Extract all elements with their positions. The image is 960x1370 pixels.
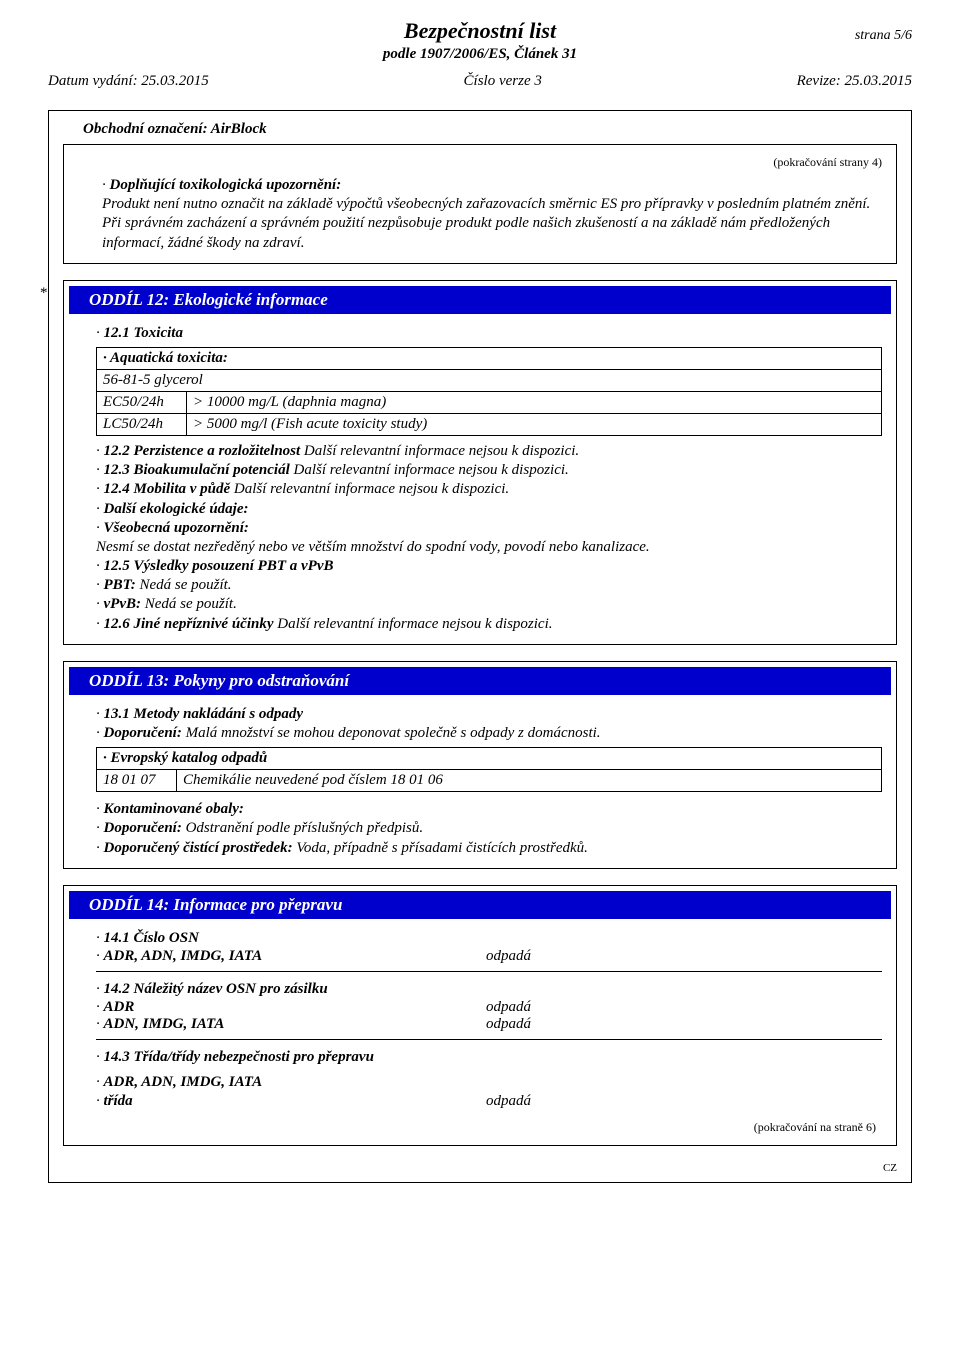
- trade-name: Obchodní označení: AirBlock: [83, 121, 911, 138]
- aquatic-toxicity-table: · Aquatická toxicita: 56-81-5 glycerol E…: [96, 347, 882, 436]
- waste-desc: Chemikálie neuvedené pod číslem 18 01 06: [177, 770, 881, 791]
- section-14: ODDÍL 14: Informace pro přepravu · 14.1 …: [63, 885, 897, 1146]
- contam-label: Kontaminované obaly:: [104, 801, 244, 817]
- s12-3-text: Další relevantní informace nejsou k disp…: [290, 462, 569, 478]
- s12-6-text: Další relevantní informace nejsou k disp…: [274, 616, 553, 632]
- subtitle: podle 1907/2006/ES, Článek 31: [0, 46, 960, 63]
- header-row: Datum vydání: 25.03.2015 Číslo verze 3 R…: [0, 73, 960, 90]
- s12-1: 12.1 Toxicita: [104, 325, 183, 341]
- table-row: · třída odpadá: [96, 1093, 882, 1110]
- vpvb-text: Nedá se použít.: [141, 596, 237, 612]
- revision-date: Revize: 25.03.2015: [797, 73, 912, 90]
- clean-label: Doporučený čistící prostředek:: [104, 840, 293, 856]
- tox-p1: Produkt není nutno označit na základě vý…: [102, 196, 870, 212]
- section-13: ODDÍL 13: Pokyny pro odstraňování · 13.1…: [63, 661, 897, 869]
- s12-3-label: 12.3 Bioakumulační potenciál: [104, 462, 290, 478]
- divider: [96, 1039, 882, 1040]
- hazard-class-modes: ADR, ADN, IMDG, IATA: [104, 1074, 263, 1090]
- gen-warn-label: Všeobecná upozornění:: [104, 520, 249, 536]
- page-number: strana 5/6: [855, 28, 912, 44]
- ec50-label: EC50/24h: [97, 392, 187, 413]
- table-row: EC50/24h > 10000 mg/L (daphnia magna): [97, 392, 881, 414]
- un-number-value: odpadá: [486, 948, 882, 965]
- issue-date: Datum vydání: 25.03.2015: [48, 73, 209, 90]
- s13-rec2-text: Odstranění podle příslušných předpisů.: [182, 820, 423, 836]
- s12-2-label: 12.2 Perzistence a rozložitelnost: [104, 443, 301, 459]
- s14-2: 14.2 Náležitý název OSN pro zásilku: [104, 981, 328, 997]
- clean-text: Voda, případně s přísadami čistících pro…: [293, 840, 588, 856]
- s13-rec2-label: Doporučení:: [104, 820, 182, 836]
- s12-4-text: Další relevantní informace nejsou k disp…: [230, 481, 509, 497]
- table-row: LC50/24h > 5000 mg/l (Fish acute toxicit…: [97, 414, 881, 435]
- table-row: 18 01 07 Chemikálie neuvedené pod číslem…: [97, 770, 881, 791]
- section-13-header: ODDÍL 13: Pokyny pro odstraňování: [69, 667, 891, 695]
- pbt-text: Nedá se použít.: [136, 577, 232, 593]
- glycerol-row: 56-81-5 glycerol: [97, 370, 881, 392]
- tox-info: · Doplňující toxikologická upozornění: P…: [102, 176, 882, 253]
- adr-value: odpadá: [486, 999, 882, 1016]
- class-label: třída: [104, 1093, 133, 1109]
- divider: [96, 971, 882, 972]
- section-14-header: ODDÍL 14: Informace pro přepravu: [69, 891, 891, 919]
- country-code: CZ: [49, 1162, 911, 1174]
- s12-5: 12.5 Výsledky posouzení PBT a vPvB: [104, 558, 334, 574]
- continuation-from: (pokračování strany 4): [78, 155, 882, 170]
- main-title: Bezpečnostní list: [0, 18, 960, 44]
- s13-rec-label: Doporučení:: [104, 725, 182, 741]
- table-row: · ADN, IMDG, IATA odpadá: [96, 1016, 882, 1033]
- continuation-box: (pokračování strany 4) · Doplňující toxi…: [63, 144, 897, 264]
- table-row: · ADR, ADN, IMDG, IATA odpadá: [96, 948, 882, 965]
- asterisk-icon: *: [40, 285, 48, 302]
- lc50-value: > 5000 mg/l (Fish acute toxicity study): [187, 414, 881, 435]
- pbt-label: PBT:: [104, 577, 136, 593]
- waste-cat-label: Evropský katalog odpadů: [111, 750, 268, 766]
- section-12-body: · 12.1 Toxicita · Aquatická toxicita: 56…: [64, 314, 896, 644]
- continuation-to: (pokračování na straně 6): [78, 1120, 882, 1135]
- vpvb-label: vPvB:: [104, 596, 141, 612]
- version-number: Číslo verze 3: [464, 73, 542, 90]
- s13-rec-text: Malá množství se mohou deponovat společn…: [182, 725, 601, 741]
- page-outer-frame: Obchodní označení: AirBlock (pokračování…: [48, 110, 912, 1183]
- ec50-value: > 10000 mg/L (daphnia magna): [187, 392, 881, 413]
- tox-heading: Doplňující toxikologická upozornění:: [110, 177, 342, 193]
- s14-1: 14.1 Číslo OSN: [104, 930, 199, 946]
- s12-4-label: 12.4 Mobilita v půdě: [104, 481, 231, 497]
- section-12-header: ODDÍL 12: Ekologické informace: [69, 286, 891, 314]
- aq-tox-label: Aquatická toxicita:: [110, 350, 228, 366]
- s13-1: 13.1 Metody nakládání s odpady: [104, 706, 304, 722]
- s14-3: 14.3 Třída/třídy nebezpečnosti pro přepr…: [104, 1049, 374, 1065]
- class-value: odpadá: [486, 1093, 882, 1110]
- table-row: · ADR odpadá: [96, 999, 882, 1016]
- gen-warn-text: Nesmí se dostat nezředěný nebo ve větším…: [96, 538, 882, 557]
- s12-6-label: 12.6 Jiné nepříznivé účinky: [104, 616, 274, 632]
- lc50-label: LC50/24h: [97, 414, 187, 435]
- section-12: * ODDÍL 12: Ekologické informace · 12.1 …: [63, 280, 897, 645]
- adr-label: ADR: [104, 999, 135, 1015]
- s12-2-text: Další relevantní informace nejsou k disp…: [300, 443, 579, 459]
- waste-code: 18 01 07: [97, 770, 177, 791]
- adn-imdg-iata-value: odpadá: [486, 1016, 882, 1033]
- waste-catalogue-table: · Evropský katalog odpadů 18 01 07 Chemi…: [96, 747, 882, 792]
- adn-imdg-iata-label: ADN, IMDG, IATA: [104, 1016, 225, 1032]
- section-14-body: · 14.1 Číslo OSN · ADR, ADN, IMDG, IATA …: [64, 919, 896, 1145]
- un-number-modes: ADR, ADN, IMDG, IATA: [104, 948, 263, 964]
- section-13-body: · 13.1 Metody nakládání s odpady · Dopor…: [64, 695, 896, 868]
- eco-extra: Další ekologické údaje:: [104, 501, 249, 517]
- tox-p2: Při správném zacházení a správném použit…: [102, 215, 830, 250]
